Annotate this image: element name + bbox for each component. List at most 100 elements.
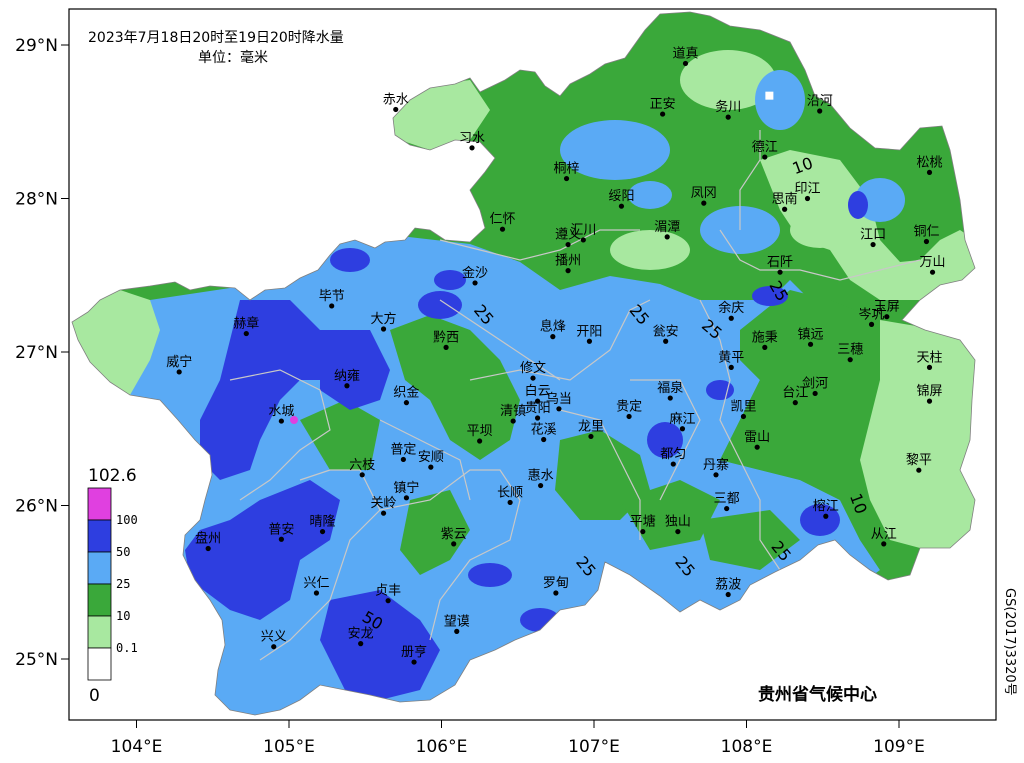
city-marker: 三都: [714, 492, 740, 512]
city-name: 正安: [650, 97, 676, 112]
legend-swatch: [87, 519, 112, 553]
city-marker: 麻江: [669, 412, 695, 432]
city-dot: [777, 269, 783, 275]
county-boundary-line: [469, 299, 651, 381]
city-dot: [319, 528, 326, 535]
city-marker: 盘州: [195, 530, 221, 552]
city-marker: 惠水: [528, 469, 554, 489]
rain-zone-0-1-xishui: [415, 115, 475, 145]
city-marker: 绥阳: [608, 189, 634, 209]
city-name: 丹寨: [703, 457, 729, 473]
city-marker: 贞丰: [375, 584, 401, 604]
city-name: 三穗: [837, 343, 863, 358]
rain-zone-50-songtao: [848, 191, 868, 219]
lat-tick-label: 28°N: [15, 190, 58, 210]
city-name: 惠水: [528, 469, 554, 484]
city-marker: 从江: [871, 527, 897, 547]
city-dot: [400, 456, 406, 463]
city-dot: [926, 169, 933, 176]
city-name: 沿河: [807, 94, 833, 109]
city-dot: [586, 338, 593, 344]
rain-zone-50-majiang: [706, 380, 734, 400]
city-dot: [724, 505, 730, 512]
city-dot: [565, 268, 571, 274]
city-dot: [358, 641, 364, 647]
city-marker: 水城: [268, 404, 294, 424]
city-name: 金沙: [462, 265, 488, 281]
city-marker: 六枝: [349, 458, 375, 478]
city-dot: [454, 628, 460, 634]
city-marker: 玉屏: [874, 300, 900, 320]
rain-zone-0-1-daozhen: [680, 50, 776, 110]
legend-band-label: 100: [116, 513, 138, 527]
legend-band-label: 50: [116, 545, 130, 559]
city-dot: [553, 590, 559, 596]
city-marker: 江口: [860, 228, 886, 248]
city-name: 晴隆: [310, 515, 336, 530]
legend-swatch: [87, 487, 112, 521]
rain-zone-50-panzhou: [185, 480, 340, 620]
city-marker: 福泉: [657, 380, 683, 401]
city-marker: 普安: [268, 522, 294, 542]
city-marker: 锦屏: [916, 384, 943, 404]
city-name: 凯里: [730, 399, 756, 414]
legend-band-label: 0.1: [116, 641, 138, 655]
city-dot: [713, 472, 719, 478]
city-dot: [847, 357, 853, 363]
rain-zone-0-1-jiangkou: [790, 212, 850, 248]
province-outline: [71, 11, 976, 716]
city-name: 威宁: [166, 354, 192, 370]
city-name: 石阡: [767, 255, 793, 270]
city-dot: [926, 364, 933, 370]
city-marker: 白云: [525, 383, 551, 404]
city-marker: 普定: [390, 442, 416, 463]
city-marker: 岑巩: [859, 307, 885, 327]
city-name: 白云: [525, 383, 551, 399]
city-dot: [881, 541, 887, 547]
city-dot: [205, 545, 211, 552]
city-marker: 丹寨: [703, 457, 729, 478]
city-name: 关岭: [371, 496, 397, 511]
city-name: 平坝: [467, 424, 493, 439]
legend-swatch: [87, 615, 112, 649]
latitude-axis: 29°N 28°N 27°N 26°N 25°N: [15, 36, 69, 670]
city-dot: [884, 314, 890, 320]
city-marker: 天柱: [916, 350, 943, 370]
lat-tick-label: 26°N: [15, 497, 58, 517]
city-marker: 安顺: [418, 450, 444, 470]
city-name: 玉屏: [874, 300, 900, 315]
rain-zone-50-bijie: [330, 248, 370, 272]
legend-band-label: 10: [116, 609, 130, 623]
city-marker: 安龙: [348, 627, 374, 647]
city-dot: [538, 482, 544, 489]
city-marker: 兴义: [261, 630, 287, 650]
legend-band-label: 25: [116, 577, 130, 591]
city-name: 息烽: [540, 319, 566, 335]
city-marker: 遵义: [555, 227, 581, 248]
city-dot: [725, 591, 731, 598]
city-name: 松桃: [916, 155, 942, 170]
city-dot: [762, 344, 768, 350]
city-name: 独山: [665, 515, 691, 530]
city-marker: 赫章: [233, 316, 259, 337]
city-name: 织金: [393, 385, 419, 401]
city-name: 普安: [268, 522, 294, 537]
city-name: 水城: [268, 404, 294, 419]
city-name: 黎平: [906, 453, 932, 468]
city-name: 长顺: [497, 485, 523, 500]
county-boundary-line: [439, 229, 640, 261]
city-name: 乌当: [546, 391, 572, 407]
city-dot: [451, 541, 457, 547]
county-boundary-line: [379, 469, 521, 641]
rain-zone-0-1-northeast: [760, 150, 975, 300]
city-marker: 雷山: [744, 430, 770, 450]
city-dot: [393, 106, 399, 113]
city-dot: [870, 241, 876, 248]
city-dot: [359, 472, 365, 478]
city-dot: [534, 398, 541, 404]
rain-zone-50-duyun: [647, 422, 683, 458]
city-name: 瓮安: [653, 324, 679, 339]
city-name: 印江: [794, 182, 820, 197]
lon-tick-label: 107°E: [568, 737, 620, 757]
no-data-marker: [765, 91, 774, 100]
